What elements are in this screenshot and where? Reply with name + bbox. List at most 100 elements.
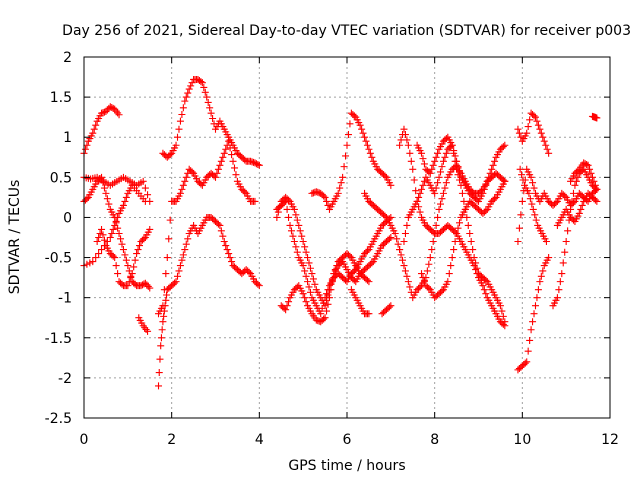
data-point	[295, 221, 303, 229]
data-point	[299, 290, 307, 298]
data-point-interp	[323, 307, 331, 315]
data-point-interp	[320, 192, 328, 200]
data-point-interp	[533, 117, 541, 125]
data-point-interp	[285, 298, 293, 306]
data-point	[536, 125, 544, 133]
data-point-interp	[515, 224, 523, 232]
data-point-interp	[324, 300, 332, 308]
data-point-interp	[83, 195, 91, 203]
data-point-interp	[438, 287, 446, 295]
data-point	[317, 310, 325, 318]
data-point-interp	[447, 262, 455, 270]
data-point-interp	[214, 165, 222, 173]
data-point	[400, 262, 408, 270]
data-point-interp	[406, 149, 414, 157]
data-point-interp	[305, 283, 313, 291]
data-point-interp	[178, 185, 186, 193]
data-point	[198, 79, 206, 87]
data-point-interp	[213, 169, 221, 177]
data-point	[229, 157, 237, 165]
data-point-interp	[100, 184, 108, 192]
data-point-interp	[226, 144, 234, 152]
data-point-interp	[141, 184, 149, 192]
data-marks	[80, 75, 601, 390]
data-point	[501, 318, 509, 326]
data-point	[216, 221, 224, 229]
x-tick-label: 12	[601, 432, 619, 448]
data-point	[251, 197, 259, 205]
data-point	[479, 189, 487, 197]
data-point	[361, 133, 369, 141]
data-point-interp	[156, 355, 164, 363]
data-point-interp	[109, 252, 117, 260]
data-point-interp	[531, 211, 539, 219]
data-point-interp	[160, 312, 168, 320]
data-point	[396, 246, 404, 254]
data-point	[93, 238, 101, 246]
data-point	[453, 229, 461, 237]
data-point-interp	[530, 184, 538, 192]
data-point-interp	[472, 266, 480, 274]
data-point-interp	[105, 200, 113, 208]
data-point-interp	[454, 171, 462, 179]
data-point	[321, 302, 329, 310]
data-point-interp	[182, 93, 190, 101]
data-point-interp	[112, 262, 120, 270]
x-tick-label: 4	[255, 432, 264, 448]
data-point-interp	[121, 251, 129, 259]
data-point-interp	[451, 238, 459, 246]
data-point-interp	[555, 286, 563, 294]
data-point-interp	[437, 168, 445, 176]
data-point	[106, 103, 114, 111]
data-point	[141, 197, 149, 205]
data-point-interp	[517, 133, 525, 141]
data-point	[141, 279, 149, 287]
data-point-interp	[174, 272, 182, 280]
data-point	[542, 238, 550, 246]
data-point-interp	[285, 213, 293, 221]
data-point	[444, 278, 452, 286]
data-point-interp	[337, 259, 345, 267]
data-point-interp	[293, 248, 301, 256]
data-point-interp	[381, 212, 389, 220]
data-point	[334, 189, 342, 197]
data-point	[580, 159, 588, 167]
data-point-interp	[578, 201, 586, 209]
data-point	[146, 225, 154, 233]
series-track-o	[347, 286, 373, 318]
data-point	[553, 294, 561, 302]
data-point	[304, 278, 312, 286]
data-point-interp	[301, 243, 309, 251]
data-point-interp	[287, 227, 295, 235]
data-point-interp	[442, 149, 450, 157]
data-point-interp	[95, 250, 103, 258]
data-point-interp	[419, 155, 427, 163]
data-point	[391, 229, 399, 237]
data-point	[133, 250, 141, 258]
data-point	[308, 270, 316, 278]
series-track-aa	[553, 189, 601, 229]
data-point	[593, 114, 601, 122]
data-point-interp	[454, 224, 462, 232]
y-tick-label: -1	[58, 291, 72, 307]
data-point-interp	[416, 208, 424, 216]
data-point-interp	[99, 231, 107, 239]
data-point	[157, 342, 165, 350]
data-point-interp	[403, 272, 411, 280]
y-tick-label: 0	[63, 210, 72, 226]
data-point	[144, 327, 152, 335]
data-point-interp	[197, 78, 205, 86]
data-point-interp	[428, 246, 436, 254]
data-point	[176, 117, 184, 125]
data-point	[479, 282, 487, 290]
data-point	[426, 169, 434, 177]
data-point-interp	[92, 121, 100, 129]
data-point	[124, 282, 132, 290]
data-point	[286, 221, 294, 229]
data-point-interp	[450, 246, 458, 254]
data-point-interp	[542, 141, 550, 149]
data-point-interp	[254, 160, 262, 168]
data-point-interp	[131, 280, 139, 288]
series-track-f	[135, 314, 152, 335]
